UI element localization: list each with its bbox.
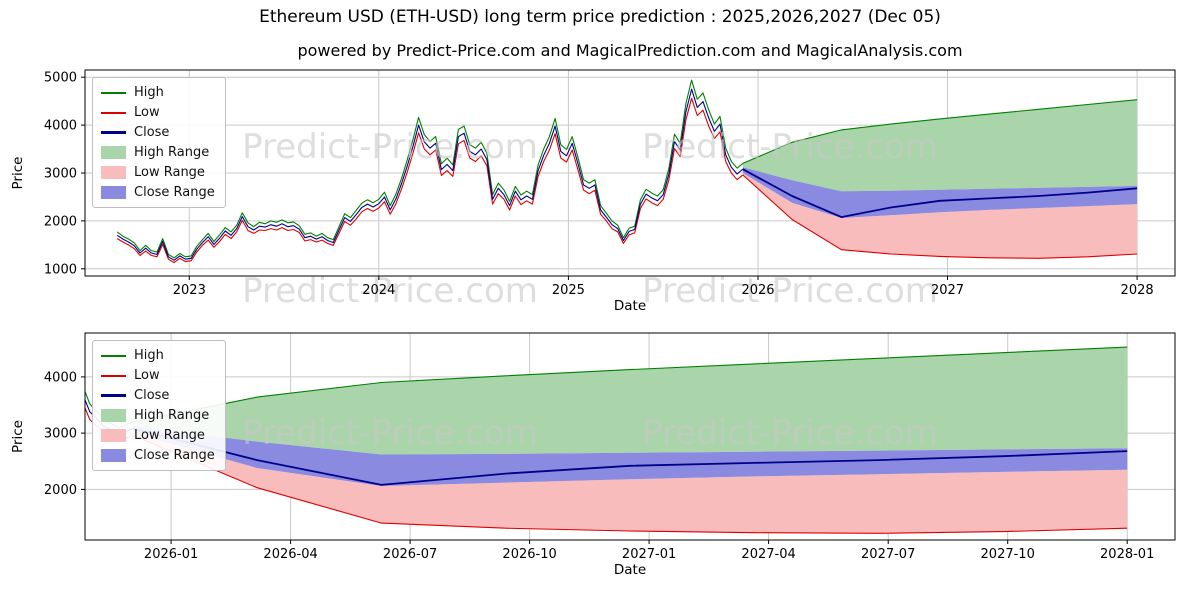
y-axis-label: Price — [10, 420, 26, 453]
high-line-forecast — [132, 346, 1128, 423]
plot-area — [116, 79, 1138, 264]
close-line-history — [116, 88, 744, 261]
chart-subtitle: powered by Predict-Price.com and Magical… — [297, 41, 963, 60]
y-tick-label: 5000 — [44, 71, 77, 86]
legend-swatch-close-range — [101, 449, 126, 462]
y-tick-label: 4000 — [44, 119, 77, 134]
y-tick-label: 3000 — [44, 427, 77, 442]
y-tick-label: 3000 — [44, 167, 77, 182]
legend-label-close-range: Close Range — [134, 185, 215, 200]
legend-item-high: High — [101, 84, 215, 101]
legend-label-high: High — [134, 348, 164, 363]
legend-label-high-range: High Range — [134, 408, 210, 423]
legend-item-low-range: Low Range — [101, 427, 215, 444]
x-tick-label: 2027-10 — [981, 547, 1035, 562]
legend-bottom-chart: High Low Close High Range Low Range Close Ran… — [92, 340, 226, 471]
close-line-forecast — [742, 168, 1138, 219]
close-line-forecast — [132, 427, 1128, 486]
legend-swatch-low-range — [101, 429, 126, 442]
watermark-text: Predict-Price.com — [242, 271, 538, 311]
x-axis-label: Date — [614, 562, 646, 578]
legend-item-high-range: High Range — [101, 407, 215, 424]
low-line-forecast — [132, 434, 1128, 534]
legend-swatch-low — [101, 374, 126, 377]
legend-top-chart: High Low Close High Range Low Range Close Ran… — [92, 77, 226, 208]
legend-label-high: High — [134, 85, 164, 100]
watermark-text: Predict-Price.com — [242, 413, 538, 453]
legend-item-high: High — [101, 347, 215, 364]
low-range-band — [132, 433, 1128, 534]
watermark-text: Predict-Price.com — [642, 127, 938, 167]
x-tick-label: 2025 — [552, 283, 585, 298]
x-tick-label: 2027 — [931, 283, 964, 298]
x-tick-label: 2023 — [173, 283, 206, 298]
legend-swatch-high — [101, 91, 126, 94]
chart-title: Ethereum USD (ETH-USD) long term price p… — [259, 7, 941, 27]
y-tick-label: 1000 — [44, 262, 77, 277]
plot-area — [85, 346, 1128, 534]
watermark-text: Predict-Price.com — [242, 127, 538, 167]
x-tick-label: 2028 — [1121, 283, 1154, 298]
legend-item-close: Close — [101, 387, 215, 404]
legend-swatch-low-range — [101, 166, 126, 179]
legend-label-high-range: High Range — [134, 145, 210, 160]
legend-label-low-range: Low Range — [134, 428, 205, 443]
x-tick-label: 2026-04 — [263, 547, 317, 562]
legend-item-low: Low — [101, 367, 215, 384]
high-line-forecast — [742, 99, 1138, 164]
x-tick-label: 2027-04 — [741, 547, 795, 562]
x-tick-label: 2026-10 — [502, 547, 556, 562]
legend-item-low-range: Low Range — [101, 164, 215, 181]
high-range-band — [742, 99, 1138, 192]
legend-item-close-range: Close Range — [101, 447, 215, 464]
legend-label-close-range: Close Range — [134, 448, 215, 463]
legend-label-low-range: Low Range — [134, 165, 205, 180]
x-tick-label: 2028-01 — [1100, 547, 1154, 562]
y-tick-label: 2000 — [44, 214, 77, 229]
x-tick-label: 2026-01 — [144, 547, 198, 562]
x-tick-label: 2026 — [741, 283, 774, 298]
legend-swatch-high — [101, 354, 126, 357]
high-line-history — [116, 79, 744, 259]
legend-swatch-close — [101, 131, 126, 134]
legend-swatch-low — [101, 111, 126, 114]
legend-item-low: Low — [101, 104, 215, 121]
x-tick-label: 2026-07 — [383, 547, 437, 562]
high-range-band — [132, 347, 1128, 455]
x-axis-label: Date — [614, 298, 646, 314]
low-line-history — [116, 97, 744, 264]
x-tick-label: 2027-01 — [622, 547, 676, 562]
y-tick-label: 4000 — [44, 370, 77, 385]
legend-label-close: Close — [134, 388, 170, 403]
legend-item-close: Close — [101, 124, 215, 141]
watermark-text: Predict-Price.com — [642, 413, 938, 453]
legend-item-close-range: Close Range — [101, 184, 215, 201]
y-tick-label: 2000 — [44, 483, 77, 498]
axes-border — [84, 332, 1176, 541]
close-range-band — [132, 426, 1128, 486]
legend-item-high-range: High Range — [101, 144, 215, 161]
x-tick-label: 2027-07 — [861, 547, 915, 562]
legend-swatch-high-range — [101, 409, 126, 422]
x-tick-label: 2024 — [362, 283, 395, 298]
y-axis-label: Price — [10, 157, 26, 190]
close-range-band — [742, 167, 1138, 218]
low-line-forecast — [742, 174, 1138, 259]
low-range-band — [742, 173, 1138, 259]
legend-label-close: Close — [134, 125, 170, 140]
legend-label-low: Low — [134, 105, 160, 120]
legend-swatch-high-range — [101, 146, 126, 159]
watermark-text: Predict-Price.com — [642, 271, 938, 311]
legend-swatch-close-range — [101, 186, 126, 199]
legend-swatch-close — [101, 394, 126, 397]
legend-label-low: Low — [134, 368, 160, 383]
